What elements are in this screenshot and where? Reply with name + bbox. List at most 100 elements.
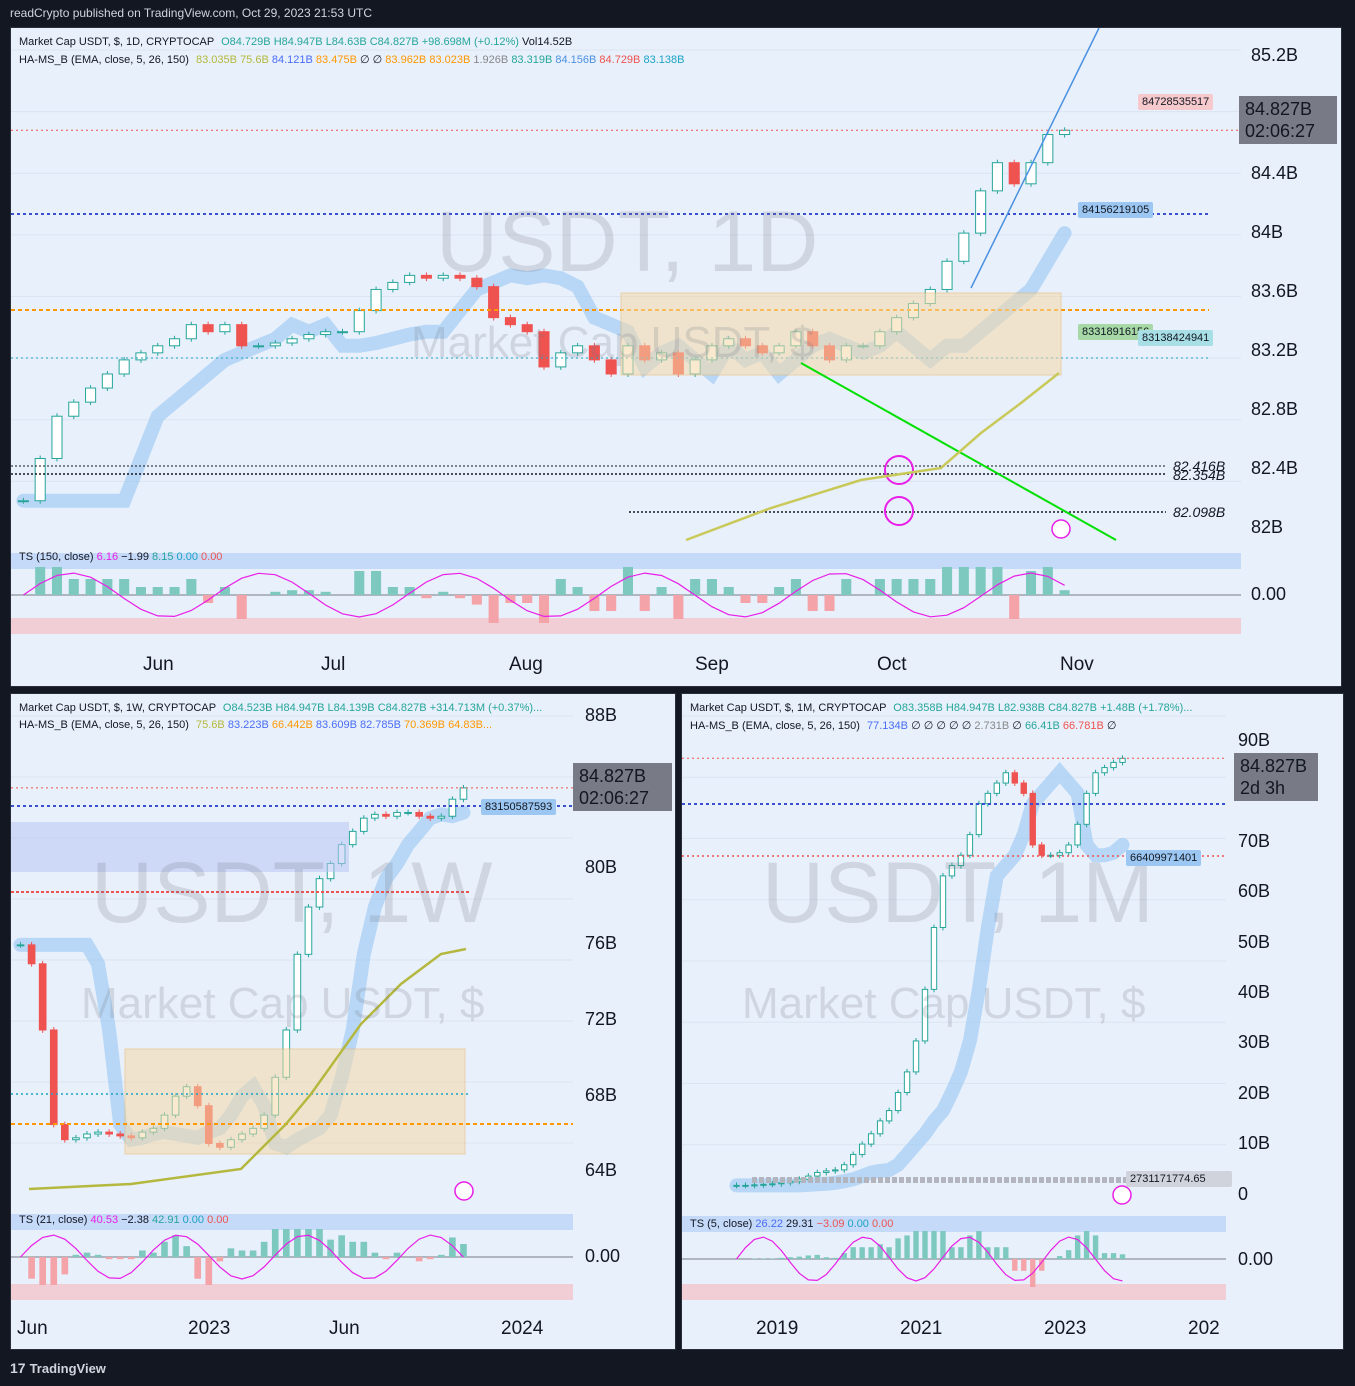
candle-body (850, 1153, 857, 1166)
candle-body (894, 1092, 902, 1112)
candle-body (135, 352, 147, 361)
osc-histogram-bar (940, 1231, 946, 1259)
candle-body (454, 274, 466, 279)
tradingview-footer: 17 TradingView (10, 1360, 106, 1376)
candle-body (991, 162, 1003, 192)
candle-body (1020, 782, 1027, 794)
osc-histogram-bar (976, 1231, 982, 1259)
daily-level-3: 82.098B (1173, 504, 1226, 520)
weekly-y-tick: 88B (585, 705, 618, 725)
candle-body (823, 1170, 830, 1173)
monthly-x-tick: 2023 (1044, 1318, 1087, 1339)
daily-chart-panel[interactable]: USDT, 1D Market Cap USDT, $ Market Cap U… (10, 27, 1342, 687)
osc-histogram-bar (305, 1229, 312, 1257)
osc-histogram-bar (387, 587, 398, 595)
osc-histogram-bar (116, 1257, 124, 1260)
candle-body (202, 324, 214, 333)
weekly-tag-blue: 83150587593 (481, 799, 557, 815)
osc-histogram-bar (186, 579, 197, 595)
lightning-icon (454, 1181, 474, 1201)
candle-body (252, 345, 265, 348)
osc-histogram-bar (807, 595, 818, 611)
weekly-chart-canvas[interactable] (11, 694, 676, 1350)
daily-last-price: 84.827B 02:06:27 (1239, 96, 1337, 144)
osc-histogram-bar (338, 1235, 345, 1257)
osc-histogram-bar (740, 595, 751, 603)
osc-histogram-bar (194, 1257, 202, 1279)
monthly-tag-red: 66409971401 (1126, 850, 1202, 866)
daily-chart-canvas[interactable] (11, 28, 1342, 687)
osc-histogram-bar (135, 587, 146, 595)
candle-body (733, 1184, 740, 1187)
osc-histogram-bar (904, 1235, 910, 1259)
weekly-x-tick: 2023 (188, 1318, 231, 1339)
monthly-y-tick: 70B (1238, 831, 1271, 851)
osc-signal-line (23, 572, 1065, 618)
candle-body (415, 811, 423, 817)
candle-body (426, 815, 435, 819)
candle-body (742, 1184, 749, 1187)
monthly-y-tick: 40B (1238, 982, 1271, 1002)
weekly-y-tick: 76B (585, 933, 618, 953)
candle-body (371, 813, 379, 819)
daily-y-tick: 82.4B (1251, 458, 1299, 478)
candle-body (984, 792, 992, 805)
candle-body (504, 317, 516, 326)
osc-histogram-bar (227, 1248, 235, 1257)
candle-body (1042, 134, 1054, 164)
weekly-chart-panel[interactable]: USDT, 1W Market Cap USDT, $ Market Cap U… (10, 693, 676, 1350)
candle-body (320, 331, 332, 336)
olive-step-line (28, 947, 467, 1191)
candle-body (448, 798, 457, 817)
osc-histogram-bar (690, 579, 701, 595)
candle-body (359, 817, 368, 832)
candle-body (1119, 757, 1126, 763)
osc-histogram-bar (868, 1247, 874, 1259)
daily-y-tick: 84B (1251, 222, 1284, 242)
candle-body (437, 815, 446, 819)
osc-histogram-bar (925, 579, 936, 595)
daily-level-2: 82.354B (1173, 467, 1226, 483)
osc-histogram-bar (967, 1235, 973, 1259)
candle-body (769, 1183, 776, 1186)
monthly-chart-panel[interactable]: USDT, 1M Market Cap USDT, $ Market Cap U… (681, 693, 1344, 1350)
osc-histogram-bar (1110, 1253, 1117, 1259)
osc-histogram-bar (841, 1253, 847, 1259)
osc-histogram-bar (371, 571, 382, 595)
weekly-y-tick: 80B (585, 857, 618, 877)
osc-histogram-bar (760, 1258, 767, 1259)
osc-upper-band (11, 553, 1241, 569)
osc-signal-line (20, 1234, 464, 1280)
osc-upper-band (11, 1214, 573, 1230)
weekly-last-price: 84.827B 02:06:27 (573, 763, 672, 811)
candle-body (958, 232, 970, 262)
daily-tag-blue: 84156219105 (1078, 202, 1154, 218)
osc-histogram-bar (360, 1241, 368, 1257)
weekly-y-tick: 68B (585, 1085, 618, 1105)
weekly-osc-legend: TS (21, close) 40.53 −2.38 42.91 0.00 0.… (19, 1214, 229, 1226)
candle-body (51, 415, 63, 459)
osc-histogram-bar (393, 1252, 401, 1257)
candle-body (17, 500, 29, 503)
monthly-chart-canvas[interactable] (682, 694, 1344, 1350)
osc-histogram-bar (891, 579, 902, 595)
orange-box-zone (124, 1048, 466, 1155)
candle-body (538, 331, 550, 368)
osc-histogram-bar (50, 1257, 58, 1285)
candle-body (269, 342, 281, 347)
osc-histogram-bar (449, 1237, 456, 1257)
osc-histogram-bar (949, 1247, 955, 1259)
osc-histogram-bar (94, 1254, 102, 1257)
osc-histogram-bar (183, 1246, 190, 1257)
osc-histogram-bar (150, 1252, 157, 1257)
osc-histogram-bar (119, 579, 130, 595)
monthly-last-price: 84.827B 2d 3h (1234, 753, 1318, 801)
candle-body (975, 190, 987, 234)
osc-histogram-bar (1065, 1250, 1072, 1259)
osc-histogram-bar (51, 567, 63, 595)
osc-histogram-bar (832, 1257, 838, 1259)
osc-histogram-bar (805, 1255, 811, 1259)
tv-logo-icon: 17 (10, 1360, 26, 1376)
osc-histogram-bar (460, 1243, 467, 1257)
candle-body (751, 1184, 758, 1187)
